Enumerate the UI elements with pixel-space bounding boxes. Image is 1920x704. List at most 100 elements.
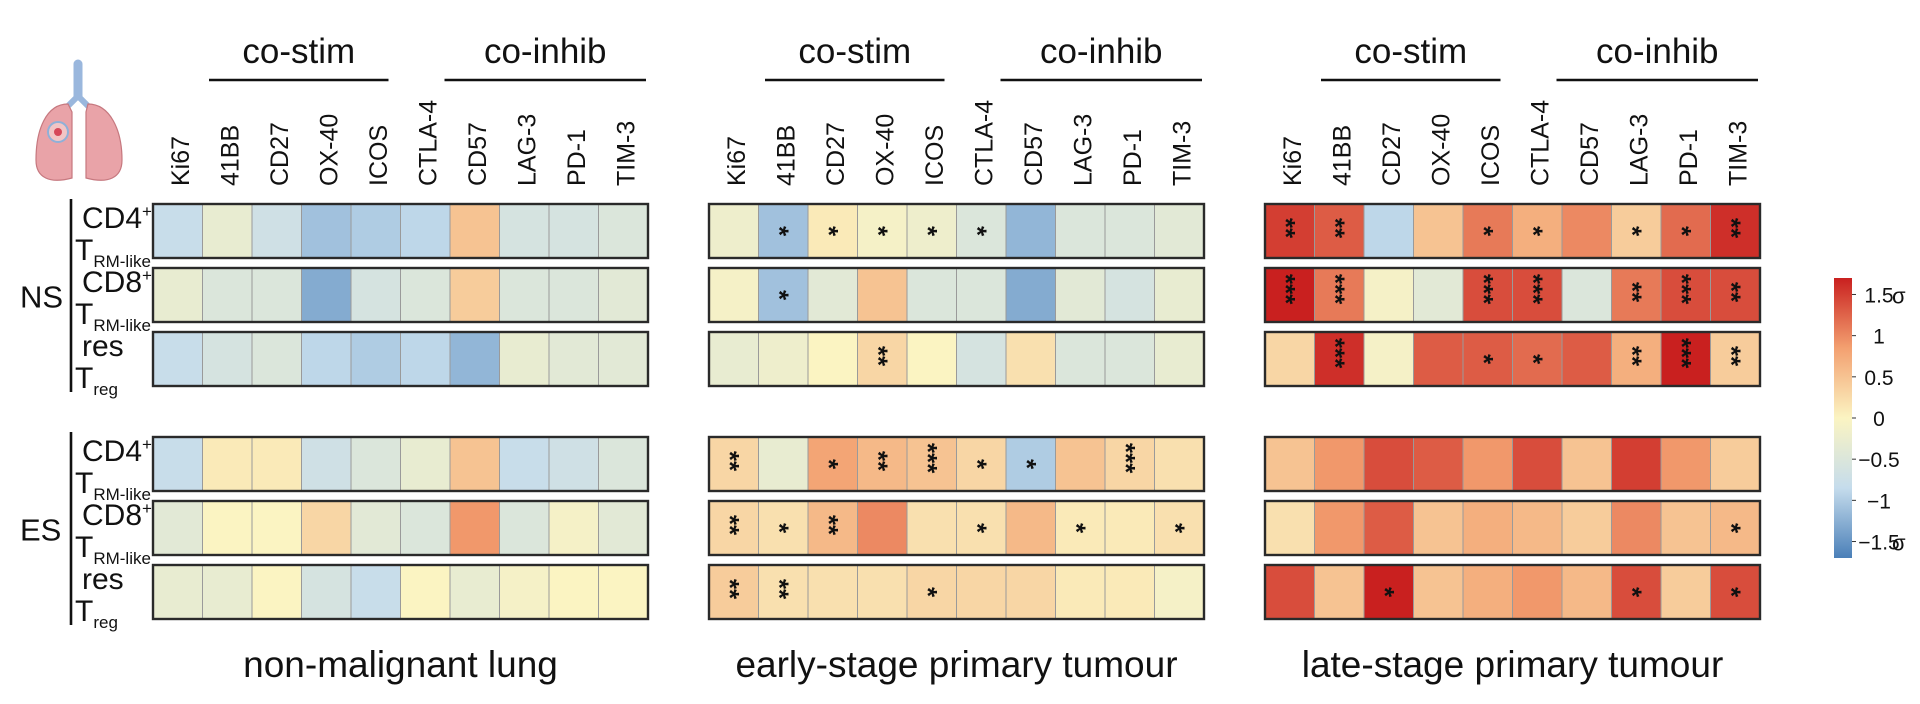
- heatmap-cell: [598, 267, 649, 323]
- heatmap-cell: [857, 267, 908, 323]
- heatmap-cell: [1005, 331, 1056, 387]
- significance-stars: **: [715, 515, 745, 536]
- significance-stars: **: [764, 579, 794, 600]
- significance-stars: *: [1160, 523, 1190, 534]
- heatmap-cell: [202, 564, 253, 620]
- significance-stars: *: [1716, 523, 1746, 534]
- heatmap-cell: [449, 267, 500, 323]
- significance-stars: **: [863, 451, 893, 472]
- significance-stars: ***: [1469, 274, 1499, 305]
- heatmap-cell: [1005, 203, 1056, 259]
- heatmap-cell: [1660, 500, 1711, 556]
- row-frame: [707, 563, 1206, 621]
- group-label: co-stim: [1354, 32, 1467, 71]
- row-frame: [707, 266, 1206, 324]
- heatmap-cell: [1314, 331, 1365, 387]
- row-frame: [1263, 435, 1762, 493]
- heatmap-cell: [1104, 267, 1155, 323]
- heatmap-cell: [152, 500, 203, 556]
- heatmap-cell: [400, 331, 451, 387]
- heatmap-cell: [1314, 500, 1365, 556]
- row-label-main: res: [82, 563, 124, 596]
- row-label-main: CD4+: [82, 435, 152, 468]
- heatmap-cell: [1154, 203, 1205, 259]
- heatmap-cell: [807, 331, 858, 387]
- column-label: TIM-3: [612, 121, 640, 186]
- row-frame: [151, 266, 650, 324]
- significance-stars: ***: [1111, 443, 1141, 474]
- heatmap-cell: [400, 436, 451, 492]
- heatmap-cell: [449, 203, 500, 259]
- heatmap-cell: [1363, 267, 1414, 323]
- row-label-sub: TRM-like: [75, 531, 151, 568]
- heatmap-cell: [758, 203, 809, 259]
- heatmap-cell: [1055, 500, 1106, 556]
- column-label: LAG-3: [1069, 114, 1097, 186]
- row-frame: [1263, 266, 1762, 324]
- colorbar-unit-top: σ: [1892, 283, 1906, 308]
- column-label: CD57: [1020, 122, 1048, 186]
- significance-stars: *: [1012, 459, 1042, 470]
- heatmap-cell: [956, 436, 1007, 492]
- heatmap-cell: [548, 331, 599, 387]
- heatmap-cell: [1363, 203, 1414, 259]
- heatmap-cell: [598, 564, 649, 620]
- column-label: PD-1: [1675, 129, 1703, 186]
- significance-stars: *: [1667, 226, 1697, 237]
- significance-stars: **: [863, 346, 893, 367]
- significance-stars: **: [1271, 218, 1301, 239]
- row-label-sub: TRM-like: [75, 298, 151, 335]
- heatmap-cell: [1611, 500, 1662, 556]
- column-label: CD57: [464, 122, 492, 186]
- significance-stars: *: [764, 226, 794, 237]
- heatmap-cell: [1055, 203, 1106, 259]
- heatmap-cell: [956, 267, 1007, 323]
- heatmap-cell: [350, 203, 401, 259]
- heatmap-cell: [1314, 436, 1365, 492]
- heatmap-cell: [1561, 564, 1612, 620]
- heatmap-cell: [598, 331, 649, 387]
- heatmap-cell: [1413, 436, 1464, 492]
- column-label: CD27: [1378, 122, 1406, 186]
- heatmap-cell: [1462, 436, 1513, 492]
- heatmap-cell: [1561, 331, 1612, 387]
- heatmap-cell: [152, 564, 203, 620]
- heatmap-cell: [202, 331, 253, 387]
- column-label: CD57: [1576, 122, 1604, 186]
- heatmap-cell: [1154, 331, 1205, 387]
- row-frame: [1263, 330, 1762, 388]
- heatmap-cell: [1104, 564, 1155, 620]
- heatmap-cell: [1363, 564, 1414, 620]
- heatmap-cell: [1363, 500, 1414, 556]
- heatmap-cell: [449, 564, 500, 620]
- heatmap-cell: [1561, 500, 1612, 556]
- row-frame: [151, 435, 650, 493]
- significance-stars: **: [1617, 346, 1647, 367]
- heatmap-cell: [548, 436, 599, 492]
- significance-stars: *: [814, 459, 844, 470]
- heatmap-cell: [1660, 564, 1711, 620]
- heatmap-cell: [152, 203, 203, 259]
- significance-stars: *: [863, 226, 893, 237]
- heatmap-cell: [708, 203, 759, 259]
- heatmap-cell: [1710, 267, 1761, 323]
- heatmap-cell: [301, 331, 352, 387]
- heatmap-cell: [1660, 436, 1711, 492]
- heatmap-cell: [1561, 436, 1612, 492]
- heatmap-cell: [350, 267, 401, 323]
- colorbar-tick-label: 0: [1873, 408, 1885, 431]
- colorbar-unit-bottom: σ: [1892, 531, 1906, 556]
- heatmap-cell: [152, 436, 203, 492]
- colorbar-tick-label: 0.5: [1864, 367, 1893, 390]
- heatmap-cell: [1363, 436, 1414, 492]
- row-frame: [151, 563, 650, 621]
- heatmap-cell: [1611, 436, 1662, 492]
- group-label: co-inhib: [484, 32, 607, 71]
- heatmap-cell: [598, 203, 649, 259]
- group-label: co-stim: [242, 32, 355, 71]
- row-label-main: res: [82, 330, 124, 363]
- heatmap-cell: [1512, 267, 1563, 323]
- heatmap-cell: [1154, 267, 1205, 323]
- heatmap-cell: [1055, 267, 1106, 323]
- group-label: co-inhib: [1596, 32, 1719, 71]
